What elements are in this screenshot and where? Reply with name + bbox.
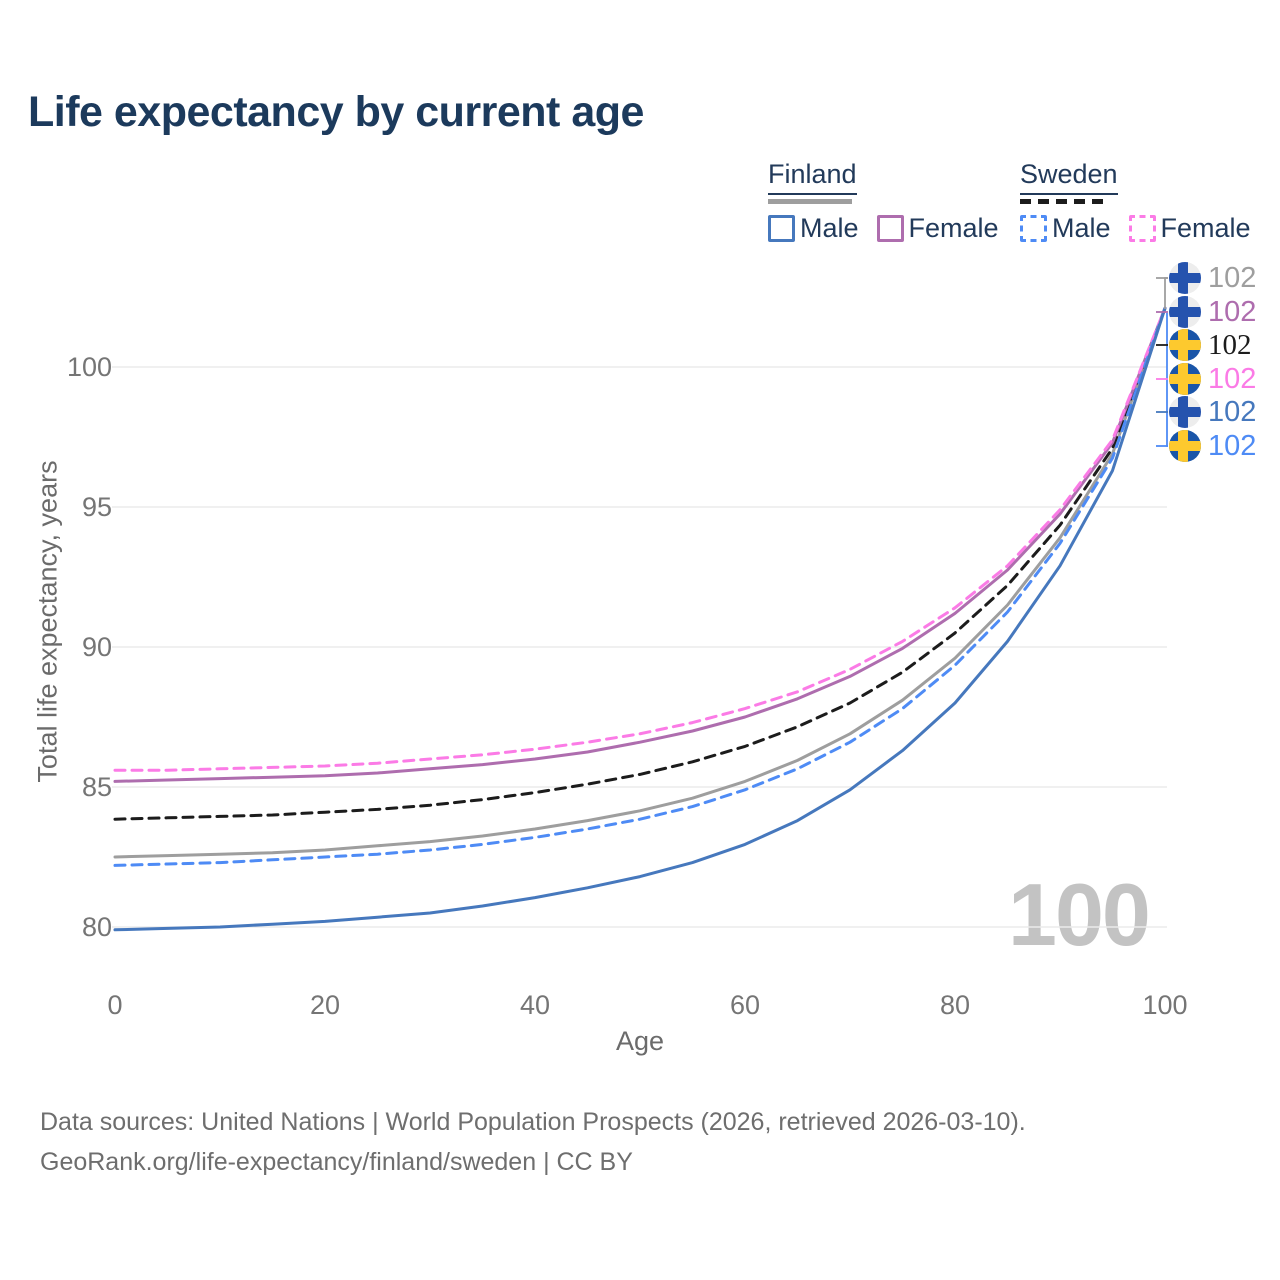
- x-axis-title: Age: [615, 1026, 665, 1056]
- sweden-male-swatch-icon: [1020, 214, 1047, 242]
- legend-label-sweden-female: Female: [1160, 212, 1251, 243]
- legend-finland: Finland Male Female: [768, 159, 999, 244]
- finland-flag-icon: [1169, 262, 1201, 294]
- end-value-finland-male: 102: [1208, 396, 1257, 428]
- finland-female-swatch-icon: [876, 214, 904, 242]
- legend-sweden: Sweden Male Female: [1020, 159, 1251, 244]
- end-value-finland-total: 102: [1208, 262, 1257, 294]
- finland-male-swatch-icon: [768, 214, 795, 242]
- y-tick-85: 85: [81, 772, 112, 802]
- legend-item-sweden-female[interactable]: Female: [1128, 212, 1251, 244]
- end-value-finland-female: 102: [1208, 296, 1257, 328]
- footer-data-sources: Data sources: United Nations | World Pop…: [40, 1108, 1026, 1136]
- sweden-line-swatch: [1020, 198, 1110, 204]
- sweden-female-swatch-icon: [1128, 214, 1156, 242]
- x-tick-20: 20: [309, 990, 341, 1020]
- legend-label-sweden-male: Male: [1052, 212, 1111, 243]
- legend-item-sweden-male[interactable]: Male: [1020, 213, 1111, 244]
- x-tick-0: 0: [107, 990, 123, 1020]
- legend-country-sweden[interactable]: Sweden: [1020, 159, 1118, 195]
- end-label-finland-total: 102: [1169, 261, 1256, 295]
- end-value-sweden-total: 102: [1208, 329, 1252, 361]
- x-tick-80: 80: [939, 990, 971, 1020]
- finland-line-swatch: [768, 198, 852, 204]
- sweden-flag-icon: [1169, 329, 1201, 361]
- x-tick-100: 100: [1142, 990, 1188, 1020]
- legend-label-finland-female: Female: [908, 212, 999, 243]
- sweden-flag-icon: [1169, 363, 1201, 395]
- end-label-sweden-total: 102: [1169, 328, 1252, 362]
- y-tick-90: 90: [81, 632, 112, 662]
- finland-flag-icon: [1169, 396, 1201, 428]
- legend-label-finland-male: Male: [800, 212, 859, 243]
- y-tick-95: 95: [81, 492, 112, 522]
- hovered-age-watermark: 100: [1008, 865, 1151, 964]
- end-label-finland-female: 102: [1169, 295, 1256, 329]
- sweden-flag-icon: [1169, 430, 1201, 462]
- footer-url: GeoRank.org/life-expectancy/finland/swed…: [40, 1148, 633, 1176]
- y-tick-100: 100: [66, 352, 112, 382]
- x-tick-60: 60: [729, 990, 761, 1020]
- x-tick-40: 40: [519, 990, 551, 1020]
- page-title: Life expectancy by current age: [28, 88, 644, 136]
- y-tick-80: 80: [81, 912, 112, 942]
- legend-country-finland[interactable]: Finland: [768, 159, 857, 195]
- legend-item-finland-female[interactable]: Female: [876, 212, 999, 244]
- finland-flag-icon: [1169, 296, 1201, 328]
- end-value-sweden-female: 102: [1208, 363, 1257, 395]
- end-label-sweden-female: 102: [1169, 362, 1256, 396]
- end-label-sweden-male: 102: [1169, 429, 1256, 463]
- end-label-finland-male: 102: [1169, 395, 1256, 429]
- end-value-sweden-male: 102: [1208, 430, 1257, 462]
- legend-item-finland-male[interactable]: Male: [768, 213, 859, 244]
